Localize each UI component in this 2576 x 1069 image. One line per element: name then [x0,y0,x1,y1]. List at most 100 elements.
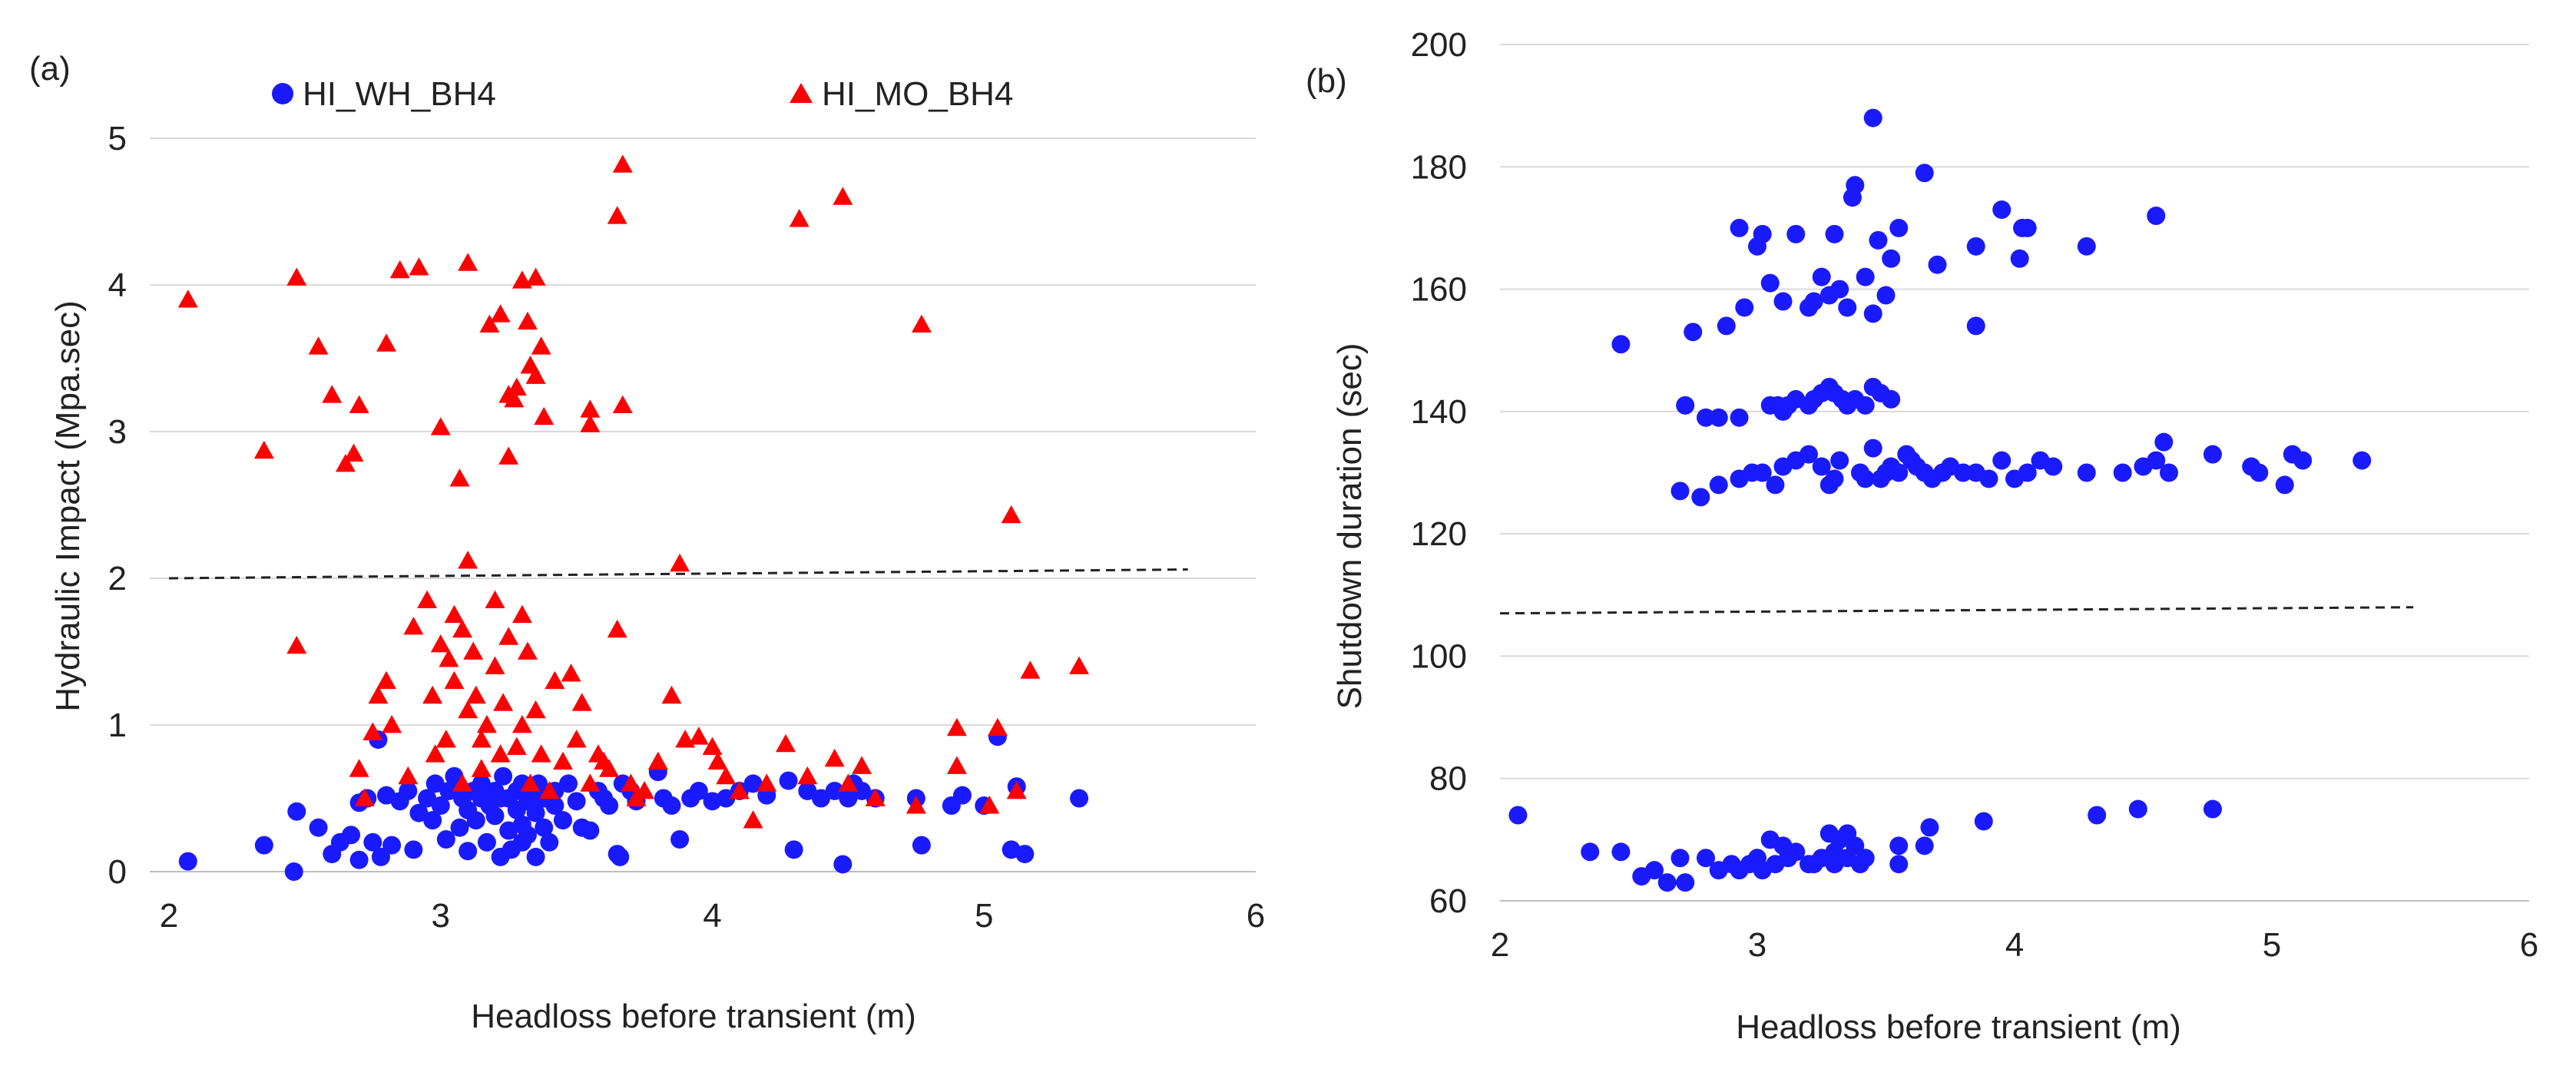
data-point-circle [2250,463,2269,482]
data-point-circle [1830,280,1849,299]
data-point-circle [1670,482,1690,501]
data-point-triangle [498,446,519,465]
data-point-triangle [485,590,505,609]
data-point-circle [1966,237,1985,256]
data-point-circle [1863,439,1882,458]
data-point-circle [717,789,736,808]
data-point-triangle [286,267,307,286]
data-point-circle [853,781,872,800]
data-point-triangle [946,756,967,774]
data-point-circle [1846,176,1865,195]
data-point-circle [1684,323,1703,342]
data-point-circle [1992,451,2011,470]
data-point-circle [839,789,858,808]
data-point-circle [418,789,437,808]
data-point-triangle [398,766,419,785]
data-point-triangle [286,635,307,654]
data-point-circle [535,818,554,837]
data-point-circle [553,811,572,830]
data-point-triangle [545,670,565,690]
data-point-circle [1915,836,1934,856]
y-tick-label-a: 3 [108,413,127,451]
data-point-triangle [743,810,763,829]
data-point-triangle [465,685,486,704]
grid-a [150,137,1256,872]
data-point-triangle [1069,656,1090,674]
data-point-triangle [561,664,581,682]
x-tick-label-a: 6 [1247,897,1265,935]
data-point-triangle [479,314,500,333]
threshold-a [168,568,1188,580]
data-point-triangle [439,649,459,667]
data-point-triangle [430,417,451,435]
data-point-circle [363,832,382,852]
data-point-circle [284,862,303,881]
data-point-triangle [409,257,429,276]
data-point-triangle [612,154,633,173]
data-point-triangle [504,389,525,408]
data-point-circle [1954,463,1972,482]
data-point-circle [1786,224,1806,243]
data-point-triangle [498,627,519,645]
data-point-triangle [444,670,465,690]
data-point-triangle [702,736,723,756]
axes-a: 0 1 2 3 4 5 2 3 4 5 6 [108,120,1266,935]
data-point-triangle [493,693,514,711]
data-point-circle [833,855,853,874]
data-point-circle [1070,789,1089,808]
data-point-circle [1508,806,1528,825]
data-point-circle [431,796,450,816]
data-point-circle [670,829,690,849]
data-point-circle [1825,469,1844,488]
data-point-circle [1709,475,1728,495]
marks-b [1508,108,2372,892]
x-tick-label-a: 3 [432,897,450,935]
data-point-triangle [531,744,551,763]
data-point-circle [1812,267,1831,286]
data-point-circle [1804,292,1823,311]
data-point-circle [1876,286,1896,305]
data-point-triangle [506,377,527,396]
data-point-circle [825,781,844,800]
data-point-circle [1863,108,1882,127]
y-tick-label-b: 100 [1411,637,1467,675]
threshold-b [1499,606,2414,615]
data-point-circle [1657,873,1677,892]
data-point-circle [399,781,418,800]
y-axis-label-a: Hydraulic Impact (Mpa.sec) [49,300,87,711]
x-tick-label-a: 2 [160,897,178,935]
data-point-circle [1786,842,1806,862]
data-point-circle [1773,292,1793,311]
data-point-triangle [463,641,484,660]
data-point-circle [477,832,496,852]
x-tick-label-b: 2 [1491,926,1509,964]
data-point-circle [2077,463,2096,482]
data-point-circle [518,826,537,845]
data-point-triangle [865,788,886,806]
data-point-circle [1611,335,1631,354]
data-point-circle [2160,463,2178,482]
y-tick-label-b: 60 [1429,882,1467,920]
data-point-circle [1760,273,1780,293]
chart-b: (b) 60 80 100 120 140 160 180 200 2 3 4 5 6 Headloss… [1306,26,2538,1046]
data-point-circle [1882,249,1901,268]
axes-b: 60 80 100 120 140 160 180 200 2 3 4 5 6 [1411,26,2539,964]
data-point-circle [779,771,798,790]
data-point-circle [1670,849,1690,868]
data-point-circle [1869,230,1888,250]
data-point-circle [798,781,817,800]
data-point-circle [1856,395,1875,415]
data-point-circle [1691,488,1710,507]
x-axis-label-a: Headloss before transient (m) [471,998,916,1035]
data-point-circle [1830,451,1849,470]
data-point-circle [540,832,559,852]
data-point-circle [2044,457,2063,476]
data-point-circle [1753,224,1772,243]
data-point-triangle [520,773,541,792]
data-point-triangle [368,685,389,704]
data-point-circle [1882,389,1901,409]
data-point-triangle [1020,660,1041,679]
data-point-circle [382,836,402,855]
data-point-circle [1889,836,1909,856]
data-point-triangle [670,553,690,572]
